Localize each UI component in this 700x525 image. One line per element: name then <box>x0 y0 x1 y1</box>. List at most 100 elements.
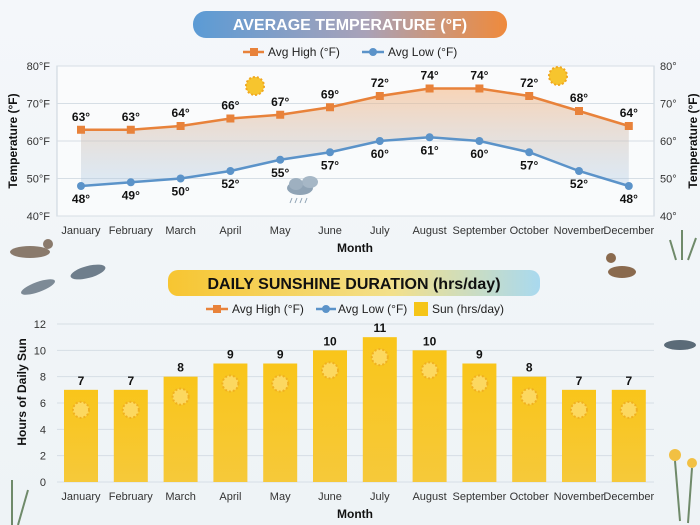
data-label: 69° <box>321 87 339 101</box>
x-tick-label: June <box>318 491 342 503</box>
data-label: 68° <box>570 91 588 105</box>
x-axis-title: Month <box>337 241 373 255</box>
x-tick-label: March <box>165 225 196 237</box>
data-point-low <box>276 155 285 164</box>
data-point-high <box>126 125 135 134</box>
y-tick-label: 70°F <box>27 99 51 111</box>
data-label: 49° <box>122 188 140 202</box>
data-label: 72° <box>371 76 389 90</box>
y-tick-label: 50°F <box>27 174 51 186</box>
sun-icon <box>520 387 539 406</box>
x-axis-title: Month <box>337 507 373 521</box>
data-point-low <box>77 182 85 190</box>
x-tick-label: July <box>370 225 390 237</box>
data-point-low <box>226 167 235 175</box>
data-point-low <box>126 178 135 187</box>
plant-icon <box>11 480 29 525</box>
x-tick-label: September <box>452 225 506 237</box>
sunshine-chart: DAILY SUNSHINE DURATION (hrs/day) Avg Hi… <box>15 270 655 521</box>
legend: Avg High (°F) Avg Low (°F) <box>243 45 457 59</box>
x-tick-label: October <box>510 491 549 503</box>
flower-icon <box>669 449 697 524</box>
data-point-high <box>226 114 235 123</box>
seal-icon <box>70 264 106 280</box>
x-tick-label: January <box>61 491 101 503</box>
data-label: 61° <box>421 143 439 157</box>
x-tick-label: February <box>109 491 154 503</box>
data-point-high <box>475 84 484 93</box>
data-label: 7 <box>576 374 583 388</box>
data-label: 8 <box>177 361 184 375</box>
data-point-high <box>375 92 384 100</box>
data-point-high <box>326 103 334 112</box>
data-label: 60° <box>371 147 389 161</box>
legend-swatch-sun <box>414 302 428 316</box>
data-label: 74° <box>470 69 488 83</box>
sun-icon <box>245 76 265 96</box>
data-point-low <box>624 182 633 190</box>
y-tick-label: 2 <box>40 451 46 463</box>
data-label: 64° <box>620 106 638 120</box>
x-tick-label: May <box>270 491 291 503</box>
sun-icon <box>221 374 240 393</box>
x-tick-label: April <box>219 225 241 237</box>
data-label: 57° <box>520 158 538 172</box>
legend-marker <box>213 305 221 313</box>
data-label: 52° <box>221 177 239 191</box>
series-line-low <box>80 135 630 188</box>
data-label: 52° <box>570 177 588 191</box>
data-label: 74° <box>421 69 439 83</box>
temperature-chart: AVERAGE TEMPERATURE (°F) Avg High (°F) Av… <box>6 11 700 255</box>
data-label: 11 <box>373 321 386 335</box>
y-tick-label: 40°F <box>27 211 51 223</box>
data-point-high <box>77 125 85 134</box>
data-point-low <box>425 133 434 142</box>
data-label: 8 <box>526 361 533 375</box>
y-tick-label: 80°F <box>27 61 51 73</box>
data-label: 60° <box>470 147 488 161</box>
sun-icon <box>570 400 588 419</box>
sea-lion-icon <box>606 253 636 278</box>
x-tick-label: October <box>510 225 549 237</box>
legend-label: Avg Low (°F) <box>388 45 457 59</box>
rain-cloud-icon <box>287 176 318 204</box>
data-label: 50° <box>172 185 190 199</box>
data-label: 48° <box>620 192 638 206</box>
x-tick-label: August <box>412 225 446 237</box>
data-label: 9 <box>277 348 284 362</box>
title-pill <box>193 11 507 38</box>
x-tick-label: January <box>61 225 101 237</box>
data-point-low <box>575 167 583 175</box>
data-label: 7 <box>625 374 632 388</box>
y-tick-label-right: 40° <box>660 211 677 223</box>
data-point-high <box>276 110 285 119</box>
data-point-low <box>176 174 185 183</box>
data-label: 67° <box>271 95 289 109</box>
y-tick-label: 60°F <box>27 136 51 148</box>
legend-label: Avg High (°F) <box>268 45 340 59</box>
chart-title: DAILY SUNSHINE DURATION (hrs/day) <box>207 276 500 293</box>
data-point-low <box>375 137 384 145</box>
legend: Avg High (°F) Avg Low (°F) Sun (hrs/day) <box>206 302 504 316</box>
y-tick-label-right: 50° <box>660 174 677 186</box>
title-pill <box>168 270 540 296</box>
data-label: 63° <box>72 110 90 124</box>
sun-icon <box>171 387 190 406</box>
sea-lion-icon <box>10 239 53 258</box>
data-point-low <box>475 137 484 145</box>
x-tick-label: August <box>412 491 446 503</box>
legend-marker <box>369 48 377 56</box>
data-label: 64° <box>172 106 190 120</box>
orca-icon <box>664 340 696 350</box>
data-label: 55° <box>271 166 289 180</box>
data-label: 63° <box>122 110 140 124</box>
x-tick-label: July <box>370 491 390 503</box>
legend-label: Sun (hrs/day) <box>432 302 504 316</box>
data-label: 10 <box>323 334 337 348</box>
y-tick-label-right: 70° <box>660 99 677 111</box>
data-label: 9 <box>227 348 234 362</box>
x-tick-label: February <box>109 225 154 237</box>
dolphin-icon <box>20 279 56 295</box>
data-label: 7 <box>127 374 134 388</box>
